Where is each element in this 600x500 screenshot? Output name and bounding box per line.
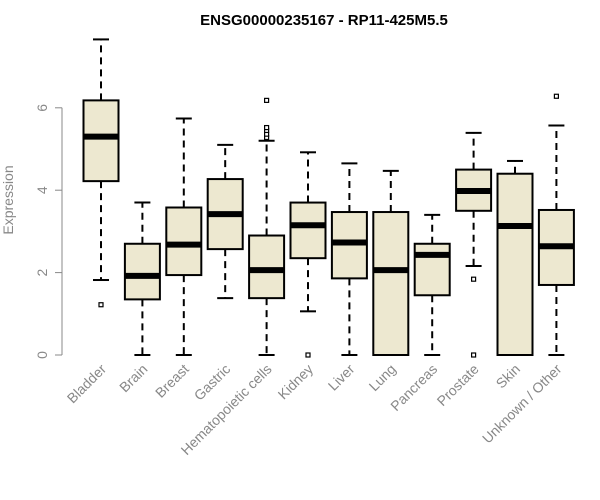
box-iqr: [82, 99, 120, 183]
x-tick-label: Unknown / Other: [479, 361, 565, 447]
y-axis: 0 2 4 6: [34, 104, 63, 359]
box-lung: [372, 169, 410, 356]
y-tick-label: 6: [34, 104, 50, 112]
outlier-point: [471, 276, 477, 282]
box-iqr: [248, 234, 286, 300]
box-brain: [123, 201, 161, 356]
x-tick-label: Kidney: [275, 361, 317, 403]
box-hematopoietic-cells: [248, 97, 286, 356]
outlier-point: [305, 352, 311, 358]
box-bladder: [82, 38, 120, 308]
box-gastric: [206, 143, 244, 300]
x-tick-label: Prostate: [434, 361, 482, 409]
outlier-point: [98, 302, 104, 308]
y-tick-label: 4: [34, 186, 50, 194]
box-skin: [496, 159, 534, 356]
x-tick-label: Brain: [116, 361, 150, 395]
box-iqr: [413, 242, 451, 297]
outlier-point: [553, 93, 560, 99]
box-iqr: [372, 211, 410, 356]
y-axis-label: Expression: [0, 165, 16, 234]
chart-title: ENSG00000235167 - RP11-425M5.5: [200, 12, 448, 29]
box-prostate: [455, 131, 493, 358]
x-tick-label: Bladder: [64, 361, 110, 407]
box-series: [82, 38, 575, 358]
y-tick-label: 0: [34, 351, 50, 359]
box-iqr: [165, 206, 203, 277]
box-breast: [165, 117, 203, 356]
box-iqr: [496, 172, 534, 356]
box-kidney: [289, 151, 327, 358]
x-tick-label: Breast: [152, 361, 192, 401]
box-unknown-other: [537, 93, 575, 356]
outlier-point: [471, 352, 477, 358]
outlier-point: [264, 124, 270, 131]
x-tick-label: Skin: [493, 361, 524, 392]
box-pancreas: [413, 213, 451, 356]
box-iqr: [289, 201, 327, 260]
y-tick-label: 2: [34, 268, 50, 276]
box-iqr: [123, 242, 161, 301]
x-tick-label: Liver: [325, 361, 358, 394]
outlier-point: [264, 97, 270, 103]
box-liver: [330, 162, 368, 356]
x-tick-label: Lung: [366, 361, 399, 394]
